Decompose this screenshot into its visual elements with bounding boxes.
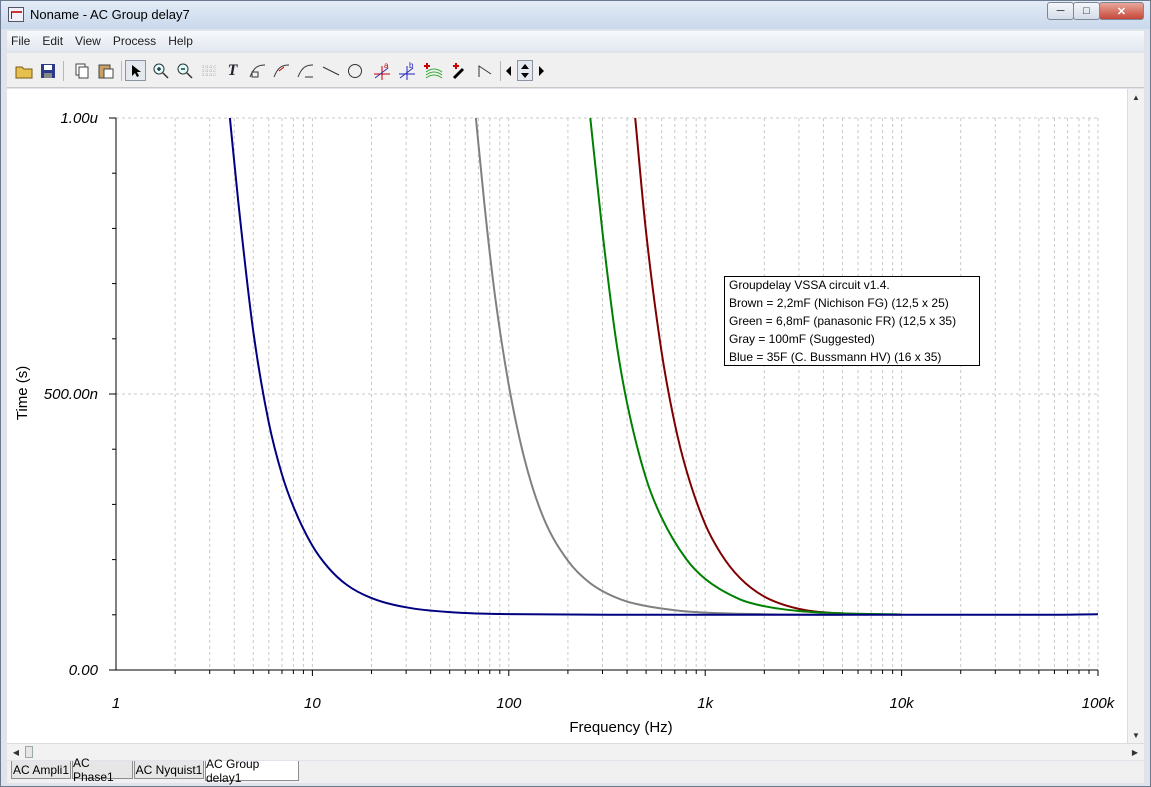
window-title: Noname - AC Group delay7 [30, 7, 190, 22]
annotation-box[interactable]: Groupdelay VSSA circuit v1.4. Brown = 2,… [724, 276, 980, 366]
add-curve-icon[interactable] [423, 60, 444, 81]
axes [109, 117, 1099, 676]
text-icon[interactable]: T [227, 61, 238, 79]
series-line-3 [474, 117, 843, 616]
horizontal-scrollbar[interactable]: ◀ ▶ [7, 743, 1144, 760]
grid-lines [116, 117, 1099, 670]
x-tick-label: 1k [697, 695, 714, 712]
annotation-line-5: Blue = 35F (C. Bussmann HV) (16 x 35) [729, 350, 941, 364]
scroll-up-icon[interactable]: ▲ [1132, 92, 1140, 102]
zoom-out-icon[interactable] [174, 60, 195, 81]
annotation-line-3: Green = 6,8mF (panasonic FR) (12,5 x 35) [729, 314, 956, 328]
vertical-scrollbar[interactable]: ▲ ▼ [1127, 89, 1144, 743]
tab-ac-group-delay[interactable]: AC Group delay1 [205, 757, 299, 785]
scroll-left-icon[interactable]: ◀ [12, 747, 20, 757]
right-arrow-icon[interactable] [535, 60, 547, 81]
menu-process[interactable]: Process [112, 34, 157, 48]
x-tick-label: 100k [1082, 695, 1116, 712]
cursor-b-icon[interactable]: b [396, 60, 417, 81]
arrow-label-icon[interactable] [271, 60, 292, 81]
series-line-1 [634, 117, 902, 616]
maximize-button[interactable]: □ [1073, 2, 1100, 20]
menu-view[interactable]: View [75, 34, 101, 48]
tick-labels: 1 10 100 1k 10k 100k 0.00 500.00n 1.00u [44, 110, 1116, 712]
series-line-2 [589, 117, 902, 616]
save-icon[interactable] [37, 60, 58, 81]
app-icon[interactable] [8, 7, 24, 22]
x-axis-label: Frequency (Hz) [569, 719, 672, 736]
tab-ac-nyquist[interactable]: AC Nyquist1 [134, 761, 204, 779]
curves [228, 117, 1099, 616]
paste-icon[interactable] [95, 60, 116, 81]
x-tick-label: 1 [112, 695, 120, 712]
copy-icon[interactable] [71, 60, 92, 81]
grid-icon[interactable] [198, 60, 219, 81]
plot-area: 1 10 100 1k 10k 100k 0.00 500.00n 1.00u Frequenc… [7, 89, 1144, 743]
left-arrow-icon[interactable] [503, 60, 515, 81]
open-icon[interactable] [13, 60, 34, 81]
series-line-4 [228, 117, 1099, 616]
annotation-line-4: Gray = 100mF (Suggested) [729, 332, 875, 346]
y-axis-label: Time (s) [14, 366, 31, 420]
menu-help[interactable]: Help [168, 34, 193, 48]
annotation-line-2: Brown = 2,2mF (Nichison FG) (12,5 x 25) [729, 296, 949, 310]
group-delay-chart: 1 10 100 1k 10k 100k 0.00 500.00n 1.00u Frequenc… [14, 110, 1116, 736]
tab-ac-ampli[interactable]: AC Ampli1 [11, 761, 71, 779]
x-tick-label: 10 [304, 695, 321, 712]
annotation-line-1: Groupdelay VSSA circuit v1.4. [729, 278, 890, 292]
pointer-icon[interactable] [125, 60, 146, 81]
scroll-right-icon[interactable]: ▶ [1131, 747, 1139, 757]
angle-icon[interactable] [474, 60, 495, 81]
ellipse-icon[interactable] [344, 60, 365, 81]
scroll-thumb[interactable] [25, 746, 33, 758]
svg-text:a: a [384, 62, 389, 70]
menu-file[interactable]: File [11, 34, 31, 48]
menu-bar: File Edit View Process Help [7, 31, 1144, 51]
tab-strip: AC Ampli1 AC Phase1 AC Nyquist1 AC Group… [7, 756, 1144, 785]
x-tick-label: 10k [890, 695, 916, 712]
axis-label-icon[interactable] [295, 60, 316, 81]
zoom-in-icon[interactable] [150, 60, 171, 81]
add-marker-icon[interactable] [449, 60, 470, 81]
y-tick-label: 500.00n [44, 386, 98, 403]
up-down-arrow-icon[interactable] [517, 60, 533, 81]
minimize-button[interactable]: ─ [1047, 2, 1074, 20]
line-icon[interactable] [320, 60, 341, 81]
tab-ac-phase[interactable]: AC Phase1 [72, 756, 133, 784]
y-tick-label: 1.00u [60, 110, 98, 127]
cursor-a-icon[interactable]: a [371, 60, 392, 81]
scroll-down-icon[interactable]: ▼ [1132, 730, 1140, 740]
svg-text:b: b [409, 62, 414, 70]
x-tick-label: 100 [496, 695, 522, 712]
title-bar[interactable]: Noname - AC Group delay7 ─ □ ✕ [1, 1, 1150, 29]
y-tick-label: 0.00 [69, 662, 99, 679]
menu-edit[interactable]: Edit [42, 34, 64, 48]
close-button[interactable]: ✕ [1099, 2, 1144, 20]
curve-label-icon[interactable] [247, 60, 268, 81]
toolbar: T a b [7, 53, 1144, 88]
